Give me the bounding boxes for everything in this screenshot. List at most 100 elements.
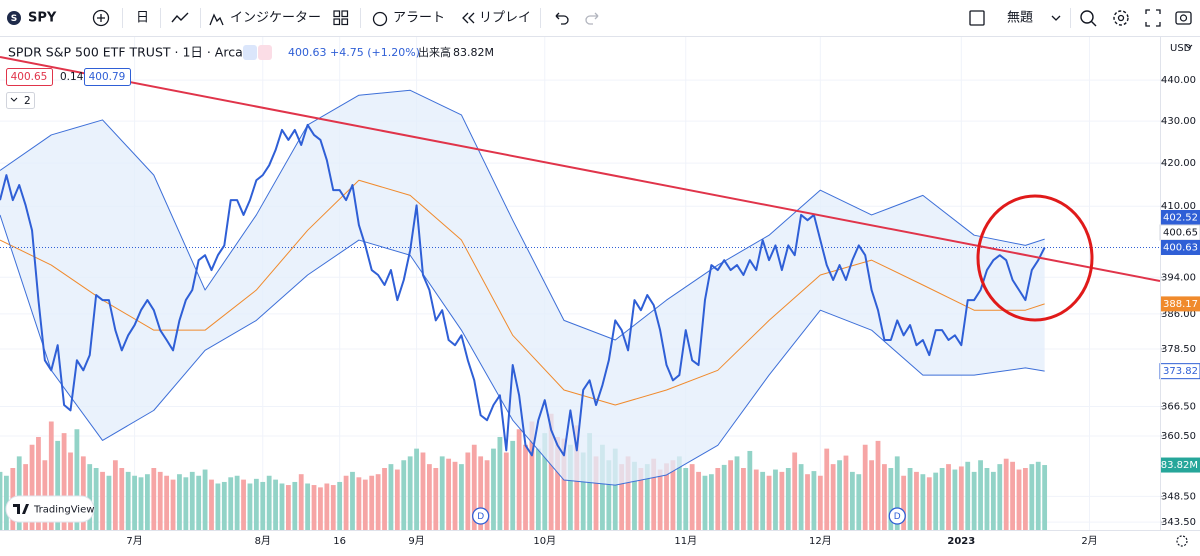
volume-bar: [247, 483, 253, 530]
layout-menu[interactable]: [1051, 15, 1061, 21]
x-tick-label: 2月: [1081, 535, 1097, 547]
volume-bar: [253, 478, 259, 530]
volume-bar: [990, 471, 996, 530]
volume-bar: [978, 460, 983, 530]
volume-bar: [914, 471, 919, 530]
volume-bar: [785, 468, 791, 530]
fullscreen[interactable]: [1145, 9, 1161, 27]
volume-bar: [773, 469, 778, 530]
indicators-button[interactable]: インジケーター: [230, 11, 321, 26]
volume-bar: [74, 429, 80, 530]
trend-line[interactable]: [0, 56, 1161, 282]
price-tag: [1160, 209, 1200, 225]
y-tick-label: 366.50: [1161, 401, 1196, 412]
volume-bar: [298, 474, 304, 530]
alert-button[interactable]: アラート: [393, 11, 445, 26]
volume-bar: [689, 464, 695, 530]
y-tick-label: 430.00: [1161, 116, 1196, 127]
search[interactable]: [1080, 10, 1094, 24]
volume-bar: [266, 475, 272, 530]
price-tag: [1160, 296, 1200, 312]
volume-bar: [394, 469, 400, 530]
legend-eye[interactable]: [243, 45, 257, 60]
price-tag-label: 400.65: [1163, 227, 1198, 238]
highlight-circle[interactable]: [976, 194, 1094, 322]
interval[interactable]: 日: [136, 11, 149, 26]
volume-bar: [676, 456, 682, 530]
legend-change: +4.75 (+1.20%): [330, 46, 420, 59]
volume-bar: [362, 479, 368, 530]
x-tick-label: 16: [333, 536, 346, 547]
volume-bar: [439, 456, 445, 530]
alert-icon[interactable]: [372, 11, 388, 27]
chart-type[interactable]: [171, 12, 189, 23]
price-tag-label: 400.63: [1163, 242, 1198, 253]
volume-bar: [80, 456, 86, 530]
volume-bar: [106, 475, 112, 530]
undo[interactable]: [555, 12, 569, 25]
redo[interactable]: [585, 12, 599, 25]
currency-menu[interactable]: [1185, 44, 1193, 49]
price-tag-label: 83.82M: [1161, 460, 1198, 471]
price-tag-label: 373.82: [1163, 366, 1198, 377]
volume-bar: [202, 469, 208, 530]
volume-bar: [318, 487, 323, 530]
series-line: [0, 214, 1045, 486]
settings[interactable]: [1113, 10, 1129, 26]
volume-bar: [330, 485, 336, 530]
volume-bar: [567, 444, 573, 530]
snapshot-lens: [1179, 14, 1188, 22]
volume-bar: [221, 481, 227, 530]
legend-title[interactable]: SPDR S&P 500 ETF TRUST · 1日 · Arca: [8, 45, 243, 60]
legend-compare[interactable]: [258, 45, 272, 60]
volume-bar: [510, 440, 516, 530]
volume-bar: [4, 475, 9, 530]
volume-bar: [478, 456, 484, 530]
indicator-box[interactable]: [84, 68, 131, 86]
volume-bar: [632, 461, 637, 530]
indicator-box[interactable]: [6, 68, 53, 86]
indicator-icon[interactable]: [209, 13, 224, 26]
volume-bar: [125, 471, 131, 530]
replay-button[interactable]: リプレイ: [479, 11, 531, 26]
volume-bar: [708, 474, 714, 530]
volume-bar: [696, 471, 701, 530]
volume-bar: [907, 468, 913, 530]
volume-bar: [837, 460, 842, 530]
price-tag: [1160, 239, 1200, 255]
volume-bar: [721, 464, 727, 530]
legend-collapse[interactable]: [6, 92, 35, 109]
volume-bar: [324, 483, 330, 530]
volume-bar: [119, 468, 125, 530]
volume-bar: [862, 444, 868, 530]
legend-volume-label: 出来高: [418, 45, 451, 59]
logo-badge[interactable]: [5, 495, 95, 523]
currency[interactable]: USD: [1170, 43, 1192, 54]
volume-bar: [971, 471, 977, 530]
templates-icon[interactable]: [333, 10, 349, 26]
indicator-value: 400.79: [89, 71, 126, 83]
volume-bar: [920, 474, 926, 530]
x-tick-label: 9月: [408, 535, 424, 547]
snapshot[interactable]: [1175, 11, 1192, 25]
volume-bar: [497, 437, 503, 530]
scale-settings[interactable]: [1176, 535, 1188, 547]
volume-bar: [542, 433, 548, 530]
volume-bar: [612, 448, 618, 530]
volume-bar: [965, 461, 971, 530]
x-tick-label: 2023: [947, 536, 975, 547]
layout-toggle[interactable]: [969, 10, 985, 26]
volume-bar: [471, 444, 477, 530]
symbol[interactable]: SPY: [28, 11, 57, 26]
add-symbol[interactable]: [92, 9, 110, 27]
layout-name[interactable]: 無題: [1007, 11, 1033, 26]
x-tick-label: 7月: [126, 535, 142, 547]
volume-bar: [382, 468, 387, 530]
replay-icon[interactable]: [462, 12, 475, 24]
symbol-icon[interactable]: [7, 11, 21, 25]
volume-bar: [196, 475, 202, 530]
volume-bar: [958, 466, 964, 530]
add-symbol-plus: [97, 14, 105, 22]
event-label: D: [477, 512, 484, 522]
volume-bar: [164, 475, 170, 530]
